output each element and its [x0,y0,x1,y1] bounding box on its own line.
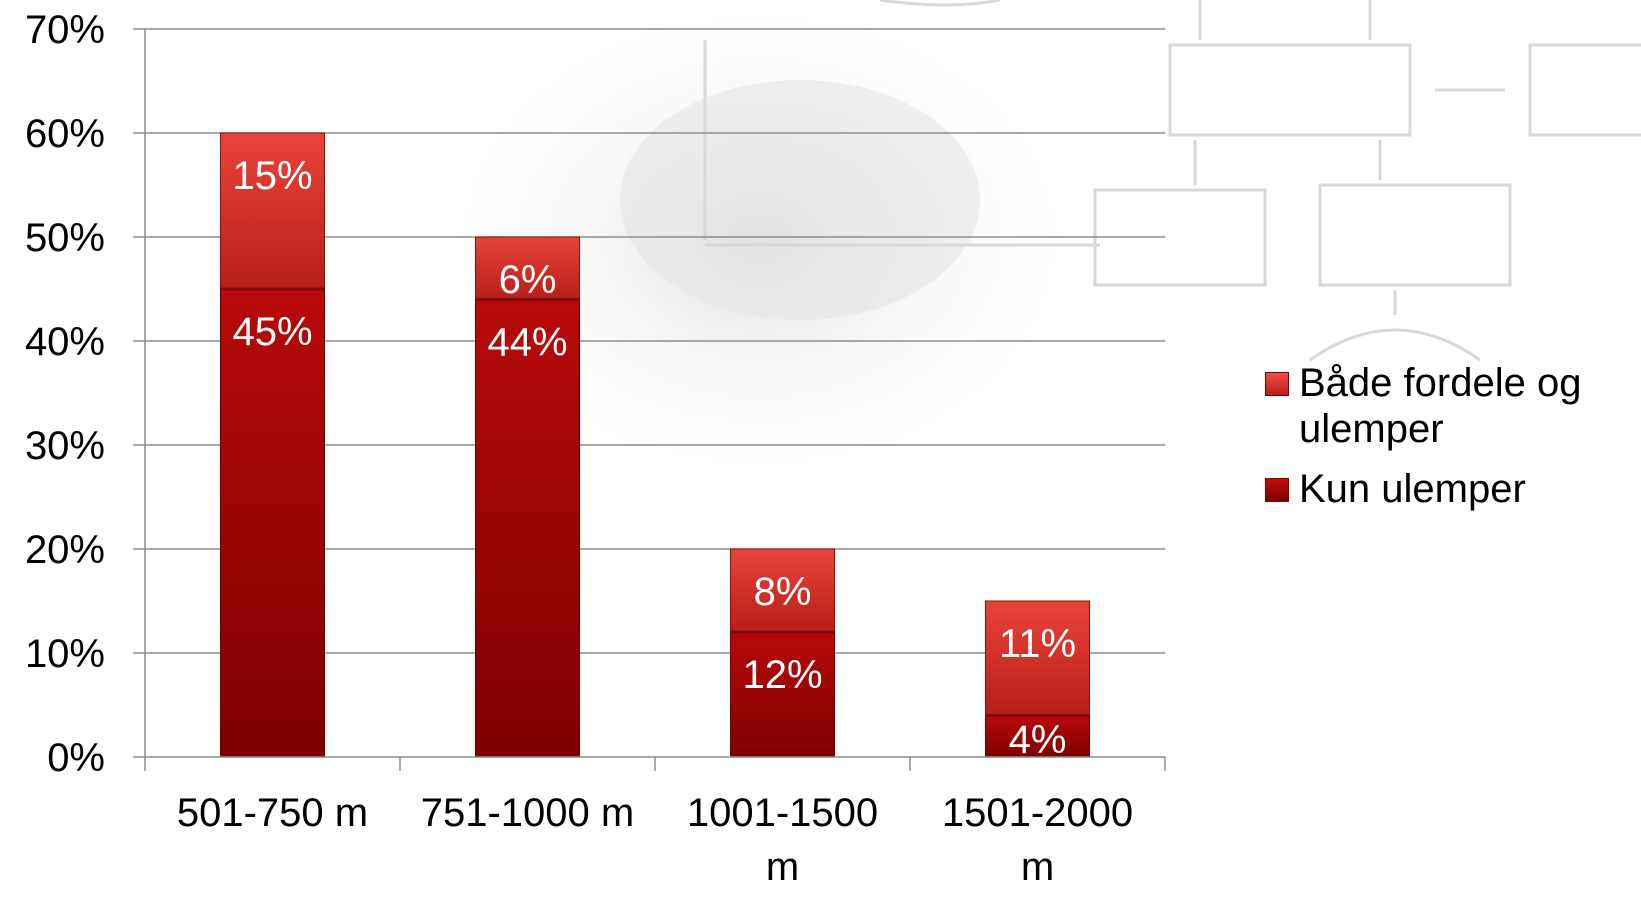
data-label-bottom: 44% [487,320,567,364]
legend-label-only-disadvantages: Kun ulemper [1299,467,1526,511]
bar-segment-baade-fordele-og-ulemper [730,548,835,633]
bar-segment-kun-ulemper [220,288,325,758]
y-tick-label: 50% [25,216,105,260]
data-labels: 15% 45% 6% 44% 8% 12% 11% 4% [232,154,1076,762]
y-tick-label: 20% [25,528,105,572]
x-category-label-line: m [1021,845,1054,889]
bar-segment-baade-fordele-og-ulemper [475,236,580,300]
x-axis-category-labels: 501-750 m 751-1000 m 1001-1500 m 1501-2000 m [177,791,1133,889]
bar-segment-baade-fordele-og-ulemper [220,132,325,290]
x-category-label: 751-1000 m [421,791,634,835]
data-label-top: 8% [754,570,812,614]
x-category-label: 501-750 m [177,791,368,835]
legend-label-both: Både fordele og ulemper [1299,361,1582,451]
y-axis-tick-labels: 0% 10% 20% 30% 40% 50% 60% 70% [25,8,105,780]
legend-swatch-only-disadvantages [1265,478,1289,502]
data-label-top: 11% [999,622,1076,666]
bars [220,132,1090,758]
data-label-top: 15% [232,154,312,198]
x-category-label: 1501-2000 m [942,791,1133,889]
y-tick-label: 70% [25,8,105,52]
legend-item-both: Både fordele og ulemper [1265,360,1635,452]
y-tick-label: 30% [25,424,105,468]
x-category-label: 1001-1500 m [687,791,878,889]
x-category-label-line: m [766,845,799,889]
x-category-label-line: 1501-2000 [942,791,1133,835]
bar-segment-kun-ulemper [985,714,1090,758]
data-label-top: 6% [499,258,557,302]
data-label-bottom: 4% [1009,718,1067,762]
data-label-bottom: 12% [742,653,822,697]
y-tick-label: 10% [25,632,105,676]
y-tick-label: 0% [47,736,105,780]
legend: Både fordele og ulemper Kun ulemper [1265,360,1635,526]
bar-segment-kun-ulemper [475,298,580,758]
bar-segment-kun-ulemper [730,631,835,758]
x-category-label-line: 1001-1500 [687,791,878,835]
x-axis [144,29,1166,771]
legend-swatch-both [1265,372,1289,396]
y-tick-label: 40% [25,320,105,364]
legend-item-only-disadvantages: Kun ulemper [1265,466,1635,512]
y-tick-label: 60% [25,112,105,156]
data-label-bottom: 45% [232,310,312,354]
